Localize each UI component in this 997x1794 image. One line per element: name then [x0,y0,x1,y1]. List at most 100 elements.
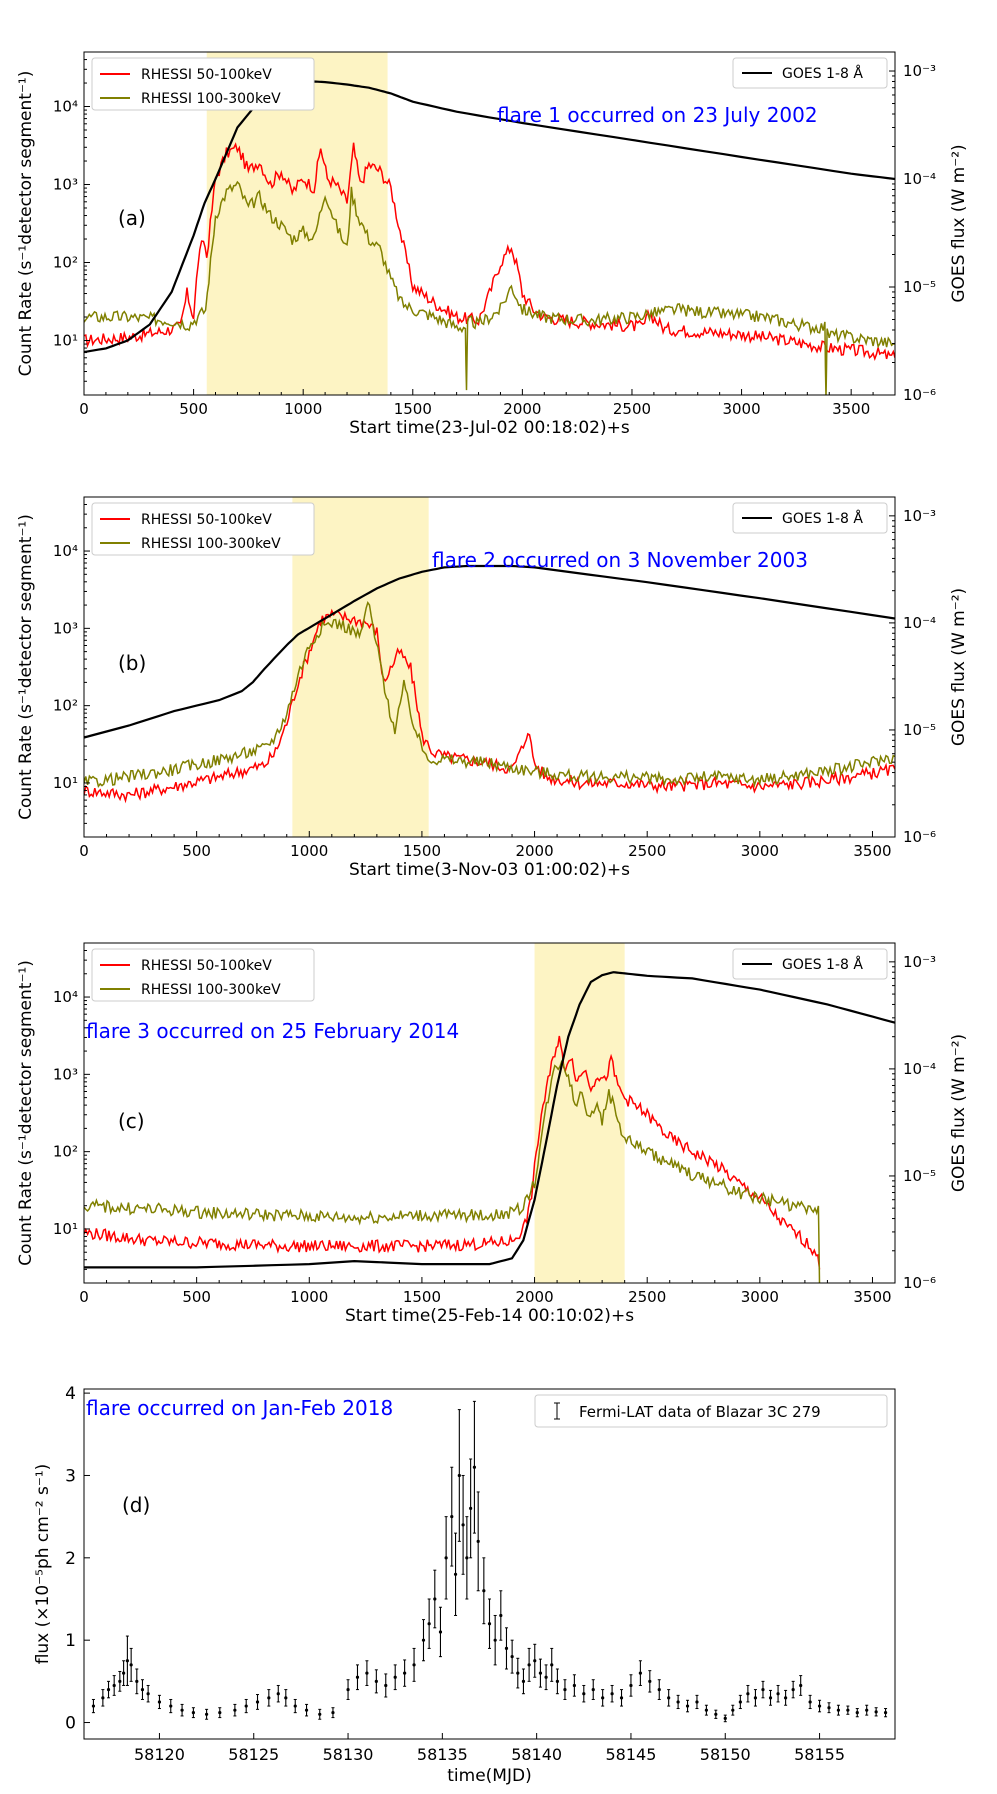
data-point [516,1657,520,1689]
data-point [412,1647,416,1682]
flare-annotation: flare occurred on Jan-Feb 2018 [86,1396,393,1420]
point-marker [169,1704,173,1708]
y-tick-label: 4 [65,1384,76,1404]
data-point [444,1516,448,1600]
data-point [304,1703,309,1717]
x-tick-label: 500 [179,400,208,418]
data-point [768,1689,773,1706]
point-marker [384,1683,388,1688]
data-point [106,1680,111,1699]
x-tick-label: 1500 [403,842,441,860]
data-point [761,1680,765,1699]
data-point [157,1694,162,1710]
point-marker [761,1687,765,1692]
x-tick-label: 3500 [832,400,870,418]
x-tick-label: 500 [182,1288,211,1306]
point-marker [318,1712,322,1716]
data-point [112,1675,116,1696]
y-axis-label: Count Rate (s⁻¹detector segment⁻¹) [16,514,36,820]
legend-right: GOES 1-8 Å [732,57,888,89]
point-marker [393,1675,397,1679]
point-marker [714,1712,718,1716]
data-point [638,1660,642,1686]
y-right-axis-label: GOES flux (W m⁻²) [949,144,969,302]
legend-left-box [91,502,315,556]
point-marker [180,1708,184,1712]
panel-label: (d) [122,1493,150,1517]
plot-frame [83,51,896,396]
point-marker [563,1687,567,1692]
legend-left: RHESSI 50-100keV RHESSI 100-300keV [91,57,315,111]
x-axis-label: Start time(23-Jul-02 00:18:02)+s [349,418,630,438]
point-marker [817,1704,822,1708]
point-marker [106,1687,111,1692]
point-marker [601,1696,605,1700]
data-point [493,1614,497,1666]
y-tick-label: 10³ [53,1065,78,1083]
point-marker [118,1679,122,1683]
data-point [346,1679,350,1700]
point-marker [140,1687,145,1692]
point-marker [704,1708,708,1712]
data-point [591,1679,595,1700]
y-tick-label: 10⁴ [53,542,78,560]
y-axis-label: Count Rate (s⁻¹detector segment⁻¹) [16,71,36,377]
data-point [563,1679,567,1700]
data-point [476,1491,480,1592]
point-marker [516,1671,520,1675]
point-marker [233,1708,237,1712]
x-axis-label: Start time(25-Feb-14 00:10:02)+s [345,1306,634,1326]
point-marker [204,1712,209,1716]
y-tick-label: 3 [65,1466,76,1486]
point-marker [776,1692,780,1696]
point-marker [648,1679,652,1683]
point-marker [738,1700,742,1704]
flare-annotation: flare 3 occurred on 25 February 2014 [86,1019,459,1043]
point-marker [504,1646,509,1651]
data-point [140,1679,145,1700]
data-point [817,1699,822,1713]
point-marker [527,1663,531,1667]
point-marker [746,1692,750,1696]
x-tick-label: 0 [79,842,89,860]
x-tick-label: 3000 [722,400,760,418]
y-right-tick-label: 10⁻³ [903,62,936,80]
data-point [714,1709,718,1719]
point-marker [865,1708,869,1712]
point-marker [510,1655,514,1659]
data-point [461,1474,465,1575]
data-point [135,1668,139,1695]
point-marker [538,1671,543,1675]
data-point [450,1466,454,1567]
x-tick-label: 0 [79,400,89,418]
data-point [118,1670,122,1692]
point-marker [638,1671,642,1675]
point-marker [146,1692,150,1696]
data-point [384,1673,388,1698]
point-marker [667,1696,671,1700]
data-point [808,1694,812,1710]
legend-box [534,1394,888,1428]
data-point [799,1675,803,1696]
data-point [453,1532,458,1616]
legend-left: RHESSI 50-100keV RHESSI 100-300keV [91,948,315,1002]
point-marker [657,1687,661,1692]
point-marker [555,1679,559,1683]
data-point [255,1694,260,1710]
legend-entry: GOES 1-8 Å [782,956,863,973]
point-marker [685,1704,690,1708]
point-marker [453,1572,458,1576]
point-marker [365,1671,369,1675]
y-right-axis-label: GOES flux (W m⁻²) [949,588,969,746]
plot-frame [83,1388,896,1740]
legend-left: RHESSI 50-100keV RHESSI 100-300keV [91,502,315,556]
y-tick-label: 10³ [53,176,78,194]
x-tick-label: 2500 [628,1288,666,1306]
x-tick-label: 0 [79,1288,89,1306]
series-line-goes [84,564,895,739]
x-tick-label: 58120 [134,1745,185,1764]
data-point [629,1674,633,1697]
data-point [776,1684,780,1703]
point-marker [346,1687,350,1692]
data-point [469,1458,473,1559]
